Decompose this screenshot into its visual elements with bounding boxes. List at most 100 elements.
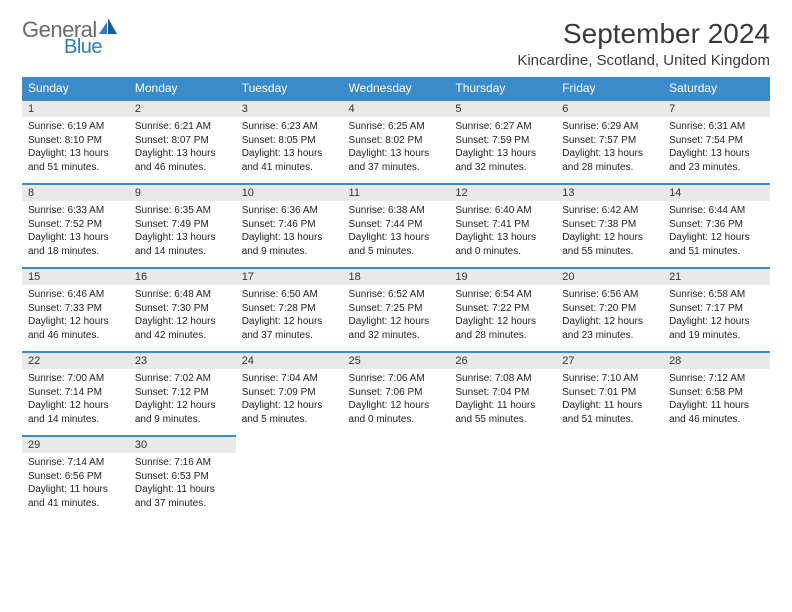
calendar-day-cell: 11Sunrise: 6:38 AMSunset: 7:44 PMDayligh… — [343, 183, 450, 267]
day-number: 16 — [129, 267, 236, 285]
day-cell: 23Sunrise: 7:02 AMSunset: 7:12 PMDayligh… — [129, 351, 236, 435]
calendar-day-cell: 9Sunrise: 6:35 AMSunset: 7:49 PMDaylight… — [129, 183, 236, 267]
calendar-day-cell: 21Sunrise: 6:58 AMSunset: 7:17 PMDayligh… — [663, 267, 770, 351]
daylight-line: Daylight: 13 hours and 0 minutes. — [455, 231, 550, 258]
calendar-day-cell: 3 Sunrise: 6:23 AMSunset: 8:05 PMDaylight… — [236, 99, 343, 183]
daylight-line: Daylight: 13 hours and 41 minutes. — [242, 147, 337, 174]
sunset-line: Sunset: 6:53 PM — [135, 470, 230, 484]
daylight-line: Daylight: 12 hours and 32 minutes. — [349, 315, 444, 342]
logo: General Blue — [22, 18, 119, 57]
day-number: 10 — [236, 183, 343, 201]
day-number: 26 — [449, 351, 556, 369]
calendar-day-cell: 30Sunrise: 7:16 AMSunset: 6:53 PMDayligh… — [129, 435, 236, 519]
sunset-line: Sunset: 7:54 PM — [669, 134, 764, 148]
sunrise-line: Sunrise: 6:35 AM — [135, 204, 230, 218]
calendar-empty-cell — [236, 435, 343, 519]
daylight-line: Daylight: 12 hours and 42 minutes. — [135, 315, 230, 342]
sunset-line: Sunset: 7:44 PM — [349, 218, 444, 232]
sunrise-line: Sunrise: 6:50 AM — [242, 288, 337, 302]
day-number: 22 — [22, 351, 129, 369]
calendar-empty-cell — [663, 435, 770, 519]
day-details: Sunrise: 6:44 AMSunset: 7:36 PMDaylight:… — [663, 201, 770, 262]
weekday-header-row: SundayMondayTuesdayWednesdayThursdayFrid… — [22, 77, 770, 99]
calendar-day-cell: 23Sunrise: 7:02 AMSunset: 7:12 PMDayligh… — [129, 351, 236, 435]
daylight-line: Daylight: 11 hours and 41 minutes. — [28, 483, 123, 510]
daylight-line: Daylight: 12 hours and 9 minutes. — [135, 399, 230, 426]
day-number: 27 — [556, 351, 663, 369]
sunrise-line: Sunrise: 6:31 AM — [669, 120, 764, 134]
day-number: 4 — [343, 99, 450, 117]
sunset-line: Sunset: 8:07 PM — [135, 134, 230, 148]
daylight-line: Daylight: 13 hours and 9 minutes. — [242, 231, 337, 258]
weekday-header: Thursday — [449, 77, 556, 99]
day-cell: 24Sunrise: 7:04 AMSunset: 7:09 PMDayligh… — [236, 351, 343, 435]
weekday-header: Monday — [129, 77, 236, 99]
calendar-body: 1Sunrise: 6:19 AMSunset: 8:10 PMDaylight… — [22, 99, 770, 519]
weekday-header: Saturday — [663, 77, 770, 99]
logo-text-blue: Blue — [64, 37, 102, 57]
calendar-day-cell: 5Sunrise: 6:27 AMSunset: 7:59 PMDaylight… — [449, 99, 556, 183]
sunset-line: Sunset: 7:22 PM — [455, 302, 550, 316]
daylight-line: Daylight: 13 hours and 18 minutes. — [28, 231, 123, 258]
daylight-line: Daylight: 12 hours and 0 minutes. — [349, 399, 444, 426]
calendar-day-cell: 24Sunrise: 7:04 AMSunset: 7:09 PMDayligh… — [236, 351, 343, 435]
calendar-empty-cell — [556, 435, 663, 519]
day-number: 23 — [129, 351, 236, 369]
sunrise-line: Sunrise: 6:36 AM — [242, 204, 337, 218]
day-number: 3 — [236, 99, 343, 117]
day-details: Sunrise: 7:02 AMSunset: 7:12 PMDaylight:… — [129, 369, 236, 430]
day-details: Sunrise: 7:06 AMSunset: 7:06 PMDaylight:… — [343, 369, 450, 430]
day-details: Sunrise: 6:31 AMSunset: 7:54 PMDaylight:… — [663, 117, 770, 178]
day-cell: 21Sunrise: 6:58 AMSunset: 7:17 PMDayligh… — [663, 267, 770, 351]
daylight-line: Daylight: 11 hours and 51 minutes. — [562, 399, 657, 426]
sunrise-line: Sunrise: 7:00 AM — [28, 372, 123, 386]
day-cell: 15Sunrise: 6:46 AMSunset: 7:33 PMDayligh… — [22, 267, 129, 351]
day-cell: 4Sunrise: 6:25 AMSunset: 8:02 PMDaylight… — [343, 99, 450, 183]
sunset-line: Sunset: 7:12 PM — [135, 386, 230, 400]
day-details: Sunrise: 6:52 AMSunset: 7:25 PMDaylight:… — [343, 285, 450, 346]
day-details: Sunrise: 6:19 AMSunset: 8:10 PMDaylight:… — [22, 117, 129, 178]
weekday-header: Sunday — [22, 77, 129, 99]
day-number: 7 — [663, 99, 770, 117]
daylight-line: Daylight: 11 hours and 37 minutes. — [135, 483, 230, 510]
day-cell: 13Sunrise: 6:42 AMSunset: 7:38 PMDayligh… — [556, 183, 663, 267]
day-cell: 6Sunrise: 6:29 AMSunset: 7:57 PMDaylight… — [556, 99, 663, 183]
sunset-line: Sunset: 7:17 PM — [669, 302, 764, 316]
calendar-day-cell: 17Sunrise: 6:50 AMSunset: 7:28 PMDayligh… — [236, 267, 343, 351]
calendar-day-cell: 18Sunrise: 6:52 AMSunset: 7:25 PMDayligh… — [343, 267, 450, 351]
calendar-page: General Blue September 2024 Kincardine, … — [0, 0, 792, 537]
calendar-day-cell: 7Sunrise: 6:31 AMSunset: 7:54 PMDaylight… — [663, 99, 770, 183]
day-cell: 17Sunrise: 6:50 AMSunset: 7:28 PMDayligh… — [236, 267, 343, 351]
daylight-line: Daylight: 12 hours and 5 minutes. — [242, 399, 337, 426]
day-number: 6 — [556, 99, 663, 117]
day-cell: 16Sunrise: 6:48 AMSunset: 7:30 PMDayligh… — [129, 267, 236, 351]
day-cell: 29Sunrise: 7:14 AMSunset: 6:56 PMDayligh… — [22, 435, 129, 519]
calendar-day-cell: 2Sunrise: 6:21 AMSunset: 8:07 PMDaylight… — [129, 99, 236, 183]
day-details: Sunrise: 6:38 AMSunset: 7:44 PMDaylight:… — [343, 201, 450, 262]
sunrise-line: Sunrise: 6:23 AM — [242, 120, 337, 134]
sunrise-line: Sunrise: 6:27 AM — [455, 120, 550, 134]
day-details: Sunrise: 6:21 AMSunset: 8:07 PMDaylight:… — [129, 117, 236, 178]
location-subtitle: Kincardine, Scotland, United Kingdom — [517, 52, 770, 69]
sunrise-line: Sunrise: 6:33 AM — [28, 204, 123, 218]
sunrise-line: Sunrise: 6:38 AM — [349, 204, 444, 218]
daylight-line: Daylight: 12 hours and 37 minutes. — [242, 315, 337, 342]
day-number: 12 — [449, 183, 556, 201]
daylight-line: Daylight: 12 hours and 19 minutes. — [669, 315, 764, 342]
day-details: Sunrise: 6:50 AMSunset: 7:28 PMDaylight:… — [236, 285, 343, 346]
sunset-line: Sunset: 7:33 PM — [28, 302, 123, 316]
day-cell: 28Sunrise: 7:12 AMSunset: 6:58 PMDayligh… — [663, 351, 770, 435]
sunset-line: Sunset: 7:04 PM — [455, 386, 550, 400]
sunrise-line: Sunrise: 6:48 AM — [135, 288, 230, 302]
day-number: 8 — [22, 183, 129, 201]
day-number: 15 — [22, 267, 129, 285]
calendar-day-cell: 29Sunrise: 7:14 AMSunset: 6:56 PMDayligh… — [22, 435, 129, 519]
sunset-line: Sunset: 7:46 PM — [242, 218, 337, 232]
day-details: Sunrise: 6:48 AMSunset: 7:30 PMDaylight:… — [129, 285, 236, 346]
title-block: September 2024 Kincardine, Scotland, Uni… — [517, 18, 770, 69]
sunset-line: Sunset: 8:05 PM — [242, 134, 337, 148]
day-number: 14 — [663, 183, 770, 201]
day-number: 25 — [343, 351, 450, 369]
calendar-day-cell: 20Sunrise: 6:56 AMSunset: 7:20 PMDayligh… — [556, 267, 663, 351]
day-number: 30 — [129, 435, 236, 453]
